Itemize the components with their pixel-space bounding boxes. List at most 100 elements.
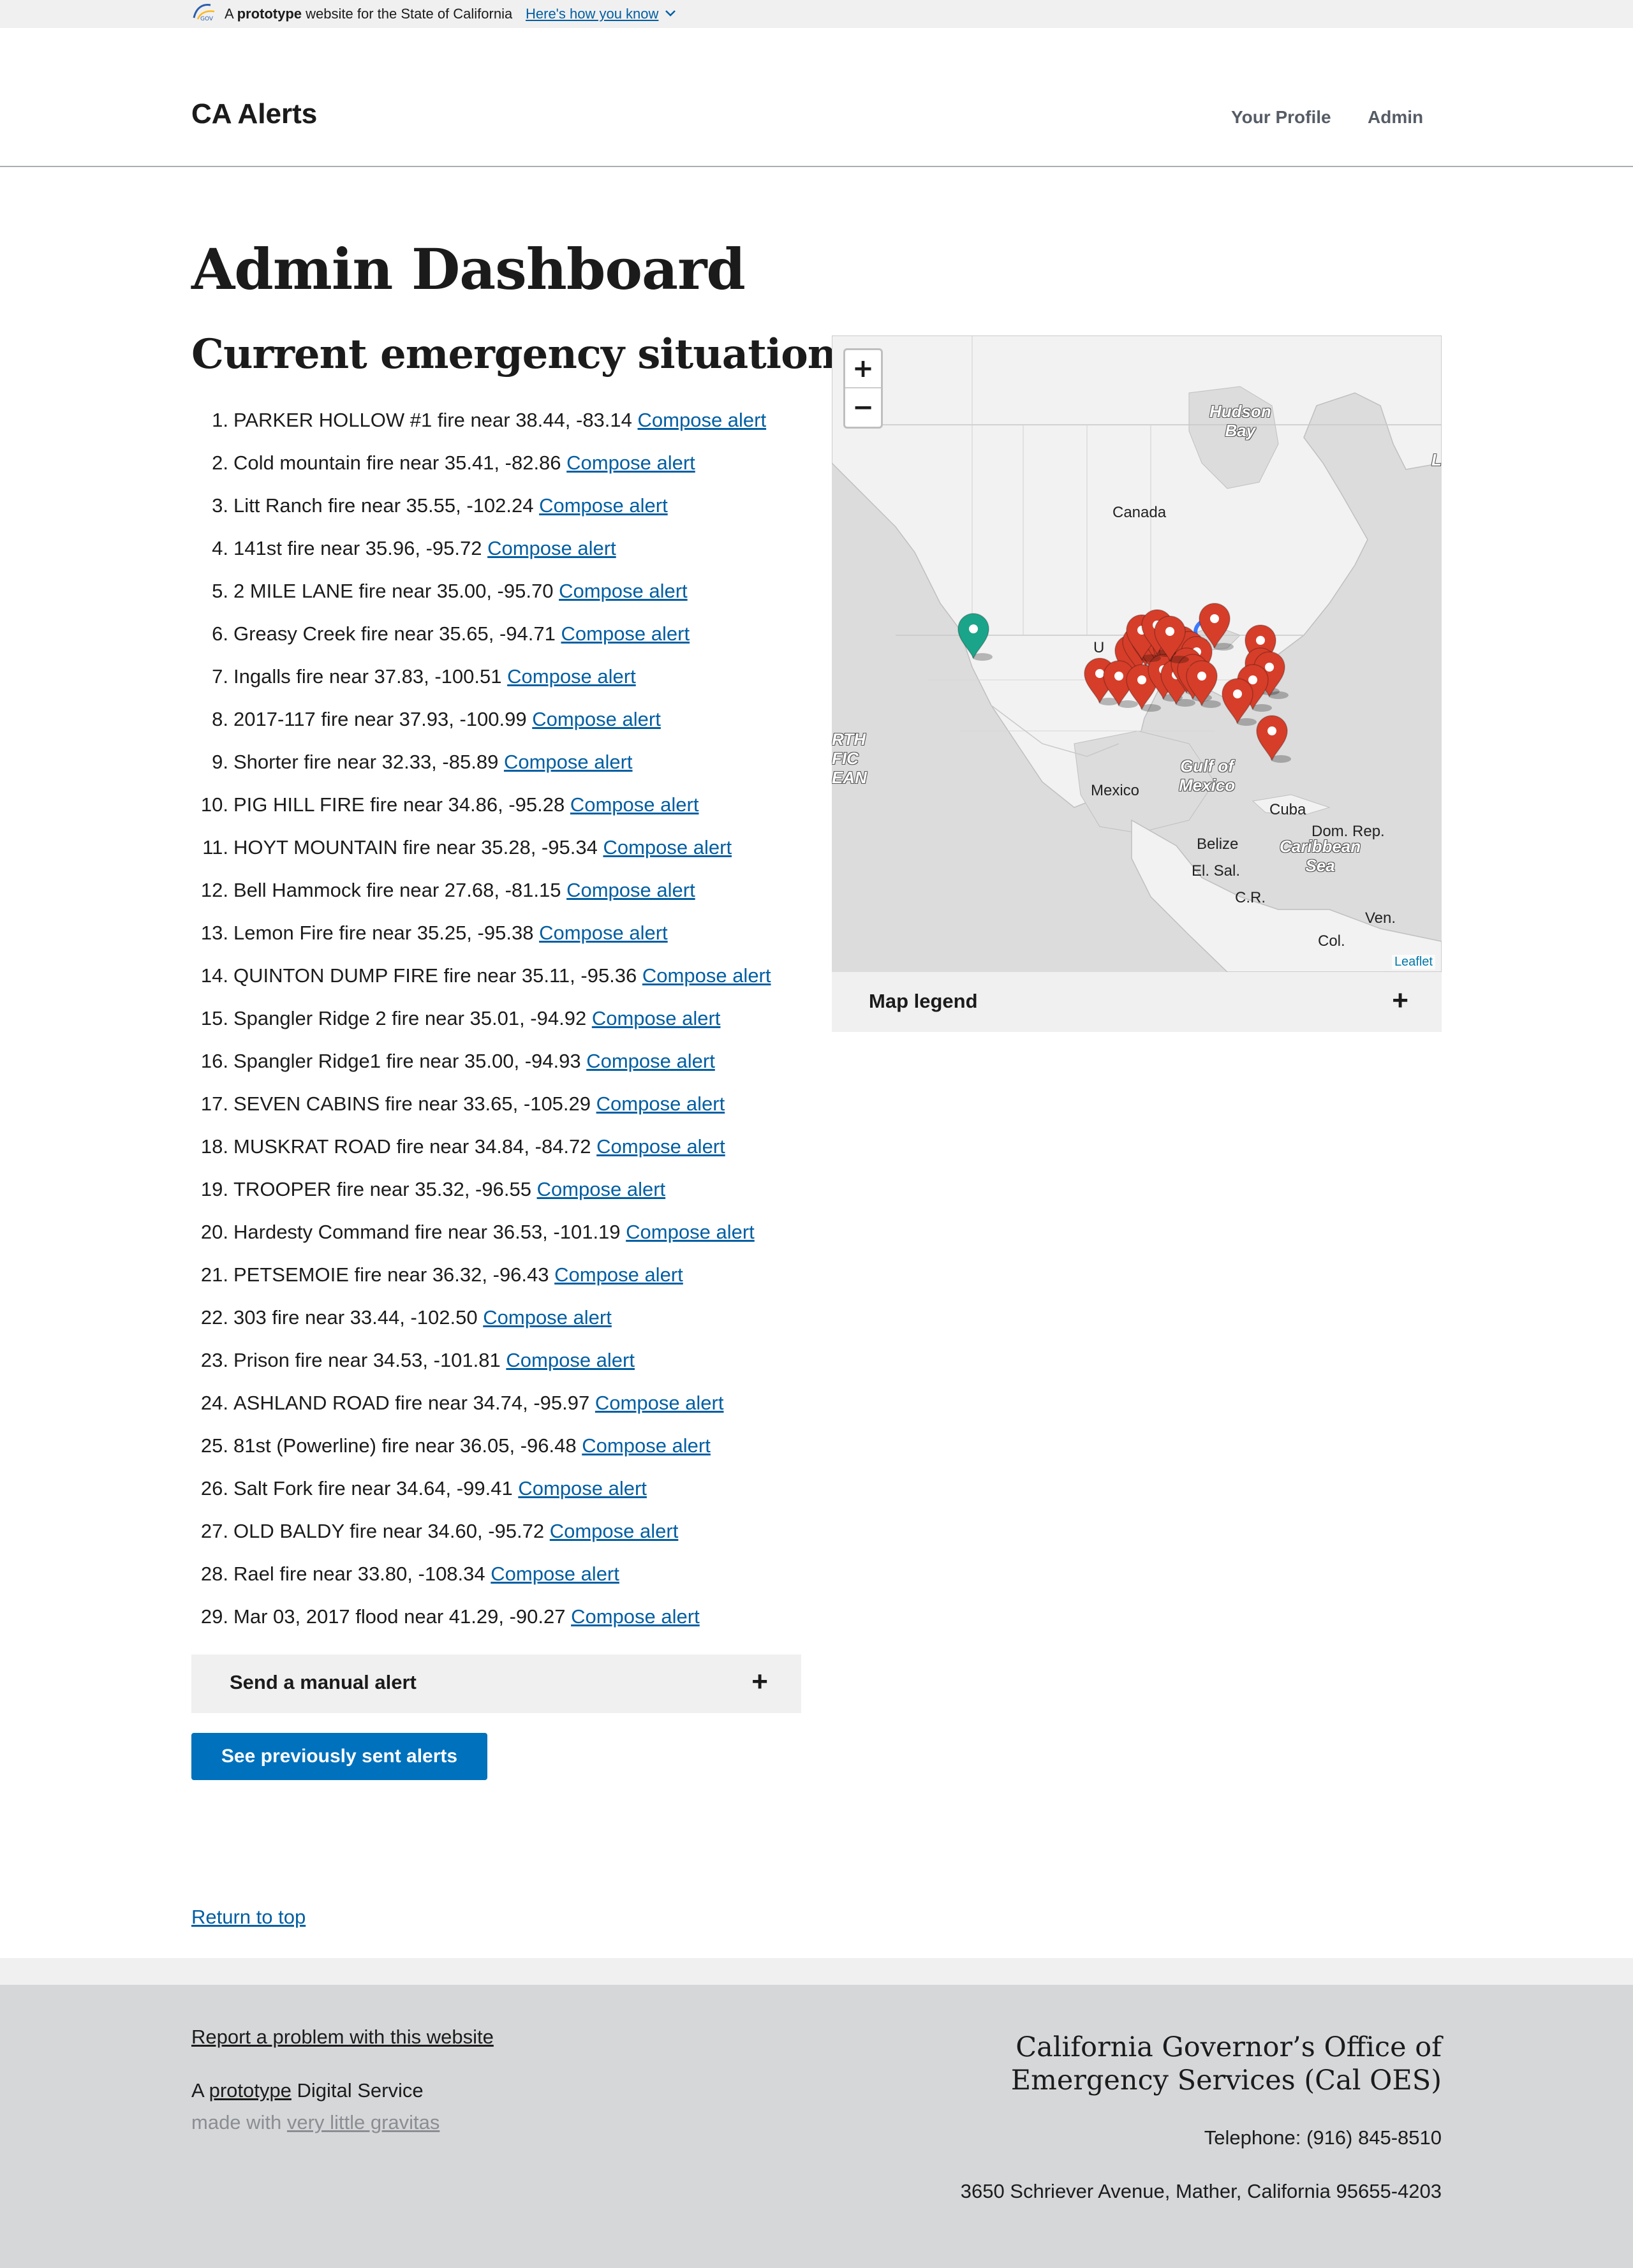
situation-text: PIG HILL FIRE fire near 34.86, -95.28 [233, 793, 565, 816]
compose-alert-link[interactable]: Compose alert [491, 1563, 619, 1585]
report-problem-link[interactable]: Report a problem with this website [191, 2026, 494, 2048]
made-with-statement: made with very little gravitas [191, 2111, 440, 2133]
situation-item: 20. Hardesty Command fire near 36.53, -10… [191, 1220, 804, 1263]
site-logo[interactable]: CA Alerts [191, 98, 318, 129]
compose-alert-link[interactable]: Compose alert [586, 1050, 715, 1072]
situation-item: 23. Prison fire near 34.53, -101.81 Compo… [191, 1348, 804, 1391]
send-manual-alert-label: Send a manual alert [230, 1671, 417, 1693]
compose-alert-link[interactable]: Compose alert [549, 1520, 679, 1542]
footer-address: 3650 Schriever Avenue, Mather, Californi… [960, 2180, 1442, 2202]
compose-alert-link[interactable]: Compose alert [566, 879, 695, 901]
return-to-top-link[interactable]: Return to top [191, 1906, 306, 1928]
situation-item: 2. Cold mountain fire near 35.41, -82.86 … [191, 451, 804, 494]
situation-number: 23. [200, 1349, 228, 1371]
compose-alert-link[interactable]: Compose alert [561, 622, 690, 645]
emergency-marker-icon[interactable] [1222, 678, 1257, 726]
emergency-marker-icon[interactable] [1154, 615, 1189, 663]
compose-alert-link[interactable]: Compose alert [506, 1349, 635, 1371]
situation-text: Spangler Ridge 2 fire near 35.01, -94.92 [233, 1007, 587, 1029]
footer-divider [0, 1958, 1633, 1985]
prototype-link[interactable]: prototype [209, 2079, 292, 2102]
home-location-marker-icon[interactable] [957, 613, 993, 661]
situation-number: 17. [200, 1093, 228, 1115]
map-label-dom-rep: Dom. Rep. [1312, 823, 1385, 840]
nav-your-profile[interactable]: Your Profile [1231, 107, 1331, 127]
compose-alert-link[interactable]: Compose alert [518, 1477, 647, 1499]
situation-number: 24. [200, 1392, 228, 1414]
compose-alert-link[interactable]: Compose alert [603, 836, 732, 858]
compose-alert-link[interactable]: Compose alert [487, 537, 616, 559]
situation-text: OLD BALDY fire near 34.60, -95.72 [233, 1520, 545, 1542]
zoom-in-button[interactable]: + [845, 350, 881, 388]
gravitas-link[interactable]: very little gravitas [286, 2111, 440, 2133]
compose-alert-link[interactable]: Compose alert [570, 793, 699, 816]
situation-item: 9. Shorter fire near 32.33, -85.89 Compos… [191, 750, 804, 793]
footer-phone: Telephone: (916) 845-8510 [1204, 2126, 1442, 2149]
nav-admin[interactable]: Admin [1368, 107, 1424, 127]
situation-text: Prison fire near 34.53, -101.81 [233, 1349, 501, 1371]
gov-banner: GOV A prototype website for the State of… [0, 0, 1633, 28]
emergency-marker-icon[interactable] [1103, 660, 1138, 708]
map-attribution-link[interactable]: Leaflet [1391, 955, 1435, 969]
map-label-col: Col. [1318, 932, 1345, 950]
situation-text: 2017-117 fire near 37.93, -100.99 [233, 708, 527, 730]
compose-alert-link[interactable]: Compose alert [483, 1306, 612, 1329]
heres-how-you-know-link[interactable]: Here's how you know [526, 6, 659, 22]
situation-text: MUSKRAT ROAD fire near 34.84, -84.72 [233, 1135, 591, 1158]
situation-text: TROOPER fire near 35.32, -96.55 [233, 1178, 531, 1200]
compose-alert-link[interactable]: Compose alert [595, 1392, 724, 1414]
situation-number: 3. [212, 494, 228, 517]
compose-alert-link[interactable]: Compose alert [571, 1605, 700, 1628]
emergency-marker-icon[interactable] [1253, 651, 1289, 699]
zoom-out-button[interactable]: − [852, 393, 874, 422]
send-manual-alert-accordion[interactable]: Send a manual alert + [191, 1654, 801, 1713]
compose-alert-link[interactable]: Compose alert [626, 1221, 755, 1243]
compose-alert-link[interactable]: Compose alert [539, 494, 668, 517]
compose-alert-link[interactable]: Compose alert [503, 751, 633, 773]
situation-item: 15. Spangler Ridge 2 fire near 35.01, -94… [191, 1006, 804, 1049]
map-label-edge: L [1431, 450, 1442, 469]
compose-alert-link[interactable]: Compose alert [637, 409, 767, 431]
compose-alert-link[interactable]: Compose alert [642, 964, 771, 987]
compose-alert-link[interactable]: Compose alert [582, 1434, 711, 1457]
situation-item: 21. PETSEMOIE fire near 36.32, -96.43 Com… [191, 1263, 804, 1306]
situation-text: HOYT MOUNTAIN fire near 35.28, -95.34 [233, 836, 598, 858]
compose-alert-link[interactable]: Compose alert [539, 922, 668, 944]
compose-alert-link[interactable]: Compose alert [507, 665, 636, 688]
compose-alert-link[interactable]: Compose alert [596, 1135, 725, 1158]
emergency-marker-icon[interactable] [1186, 660, 1221, 708]
site-footer [0, 1985, 1633, 2268]
compose-alert-link[interactable]: Compose alert [566, 452, 695, 474]
compose-alert-link[interactable]: Compose alert [596, 1093, 725, 1115]
situation-number: 18. [200, 1135, 228, 1158]
plus-icon: + [751, 1666, 768, 1697]
compose-alert-link[interactable]: Compose alert [554, 1263, 683, 1286]
map-label-cr: C.R. [1235, 889, 1266, 906]
map-label-cuba: Cuba [1269, 801, 1306, 818]
see-previous-alerts-button[interactable]: See previously sent alerts [191, 1733, 487, 1780]
situation-item: 4. 141st fire near 35.96, -95.72 Compose … [191, 536, 804, 579]
map-label-canada: Canada [1112, 504, 1167, 521]
map-legend-accordion[interactable]: Map legend + [832, 972, 1442, 1032]
situation-item: 13. Lemon Fire fire near 35.25, -95.38 Co… [191, 921, 804, 964]
situation-item: 7. Ingalls fire near 37.83, -100.51 Compo… [191, 665, 804, 707]
map-label-mexico: Mexico [1091, 782, 1140, 799]
situation-number: 14. [200, 964, 228, 987]
site-logo-text[interactable]: CA Alerts [191, 98, 318, 129]
situation-number: 21. [200, 1263, 228, 1286]
situation-item: 24. ASHLAND ROAD fire near 34.74, -95.97 … [191, 1391, 804, 1434]
situations-map[interactable]: Hudson Bay Canada U s Mexico Gulf of Mex… [832, 335, 1442, 972]
site-header: CA Alerts [0, 28, 1633, 167]
compose-alert-link[interactable]: Compose alert [559, 580, 688, 602]
situation-number: 16. [200, 1050, 228, 1072]
compose-alert-link[interactable]: Compose alert [532, 708, 661, 730]
situation-item: 6. Greasy Creek fire near 35.65, -94.71 C… [191, 622, 804, 665]
compose-alert-link[interactable]: Compose alert [536, 1178, 666, 1200]
situation-number: 29. [200, 1605, 228, 1628]
emergency-marker-icon[interactable] [1256, 715, 1291, 763]
chevron-down-icon[interactable] [663, 6, 677, 20]
emergency-marker-icon[interactable] [1199, 603, 1234, 651]
compose-alert-link[interactable]: Compose alert [591, 1007, 721, 1029]
map-markers[interactable] [832, 335, 1442, 972]
situation-item: 8. 2017-117 fire near 37.93, -100.99 Comp… [191, 707, 804, 750]
